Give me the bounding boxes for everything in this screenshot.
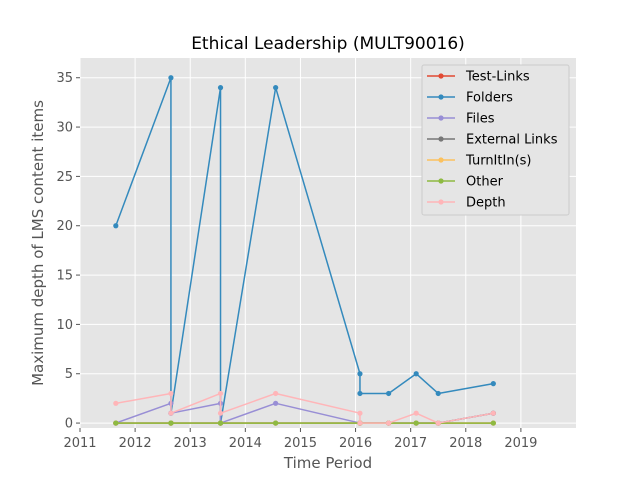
x-tick-label: 2018	[449, 436, 482, 451]
series-depth	[113, 390, 496, 426]
series-line	[115, 76, 494, 424]
y-tick-label: 20	[56, 219, 73, 234]
data-point	[217, 390, 224, 397]
data-point	[413, 420, 419, 426]
data-point	[168, 410, 174, 416]
data-point	[413, 410, 419, 416]
x-tick-label: 2011	[63, 436, 96, 451]
legend-swatch-marker	[438, 178, 444, 184]
data-point	[113, 223, 119, 229]
x-tick-label: 2013	[174, 436, 207, 451]
legend-label: Files	[466, 112, 495, 127]
data-point	[113, 420, 119, 426]
legend-label: Folders	[466, 91, 513, 106]
legend-label: TurnItIn(s)	[465, 154, 531, 169]
legend-box	[421, 64, 570, 216]
data-point	[273, 420, 279, 426]
legend-label: Test-Links	[465, 70, 530, 85]
data-point	[490, 381, 496, 387]
data-point	[490, 420, 496, 426]
data-point	[490, 410, 496, 416]
y-tick-label: 10	[56, 318, 73, 333]
series-folders	[113, 75, 496, 426]
y-axis: 0 5 10 15 20 25 30 35	[56, 71, 80, 432]
x-tick-label: 2012	[119, 436, 152, 451]
data-point	[435, 390, 441, 397]
data-point	[386, 420, 392, 426]
legend-swatch-marker	[438, 199, 444, 205]
data-point	[217, 420, 224, 426]
data-point	[435, 420, 441, 426]
data-point	[357, 390, 363, 397]
y-tick-label: 25	[56, 170, 73, 185]
data-point	[168, 390, 174, 397]
data-point	[273, 390, 279, 397]
legend-label: Depth	[466, 196, 506, 211]
data-point	[217, 410, 224, 416]
legend-swatch-marker	[438, 157, 444, 163]
data-point	[168, 420, 174, 426]
y-tick-label: 35	[56, 71, 73, 86]
data-point	[273, 400, 279, 406]
data-point	[217, 85, 224, 91]
data-point	[168, 75, 174, 81]
x-tick-label: 2015	[284, 436, 317, 451]
x-axis-title: Time Period	[283, 454, 372, 472]
series-line	[115, 392, 494, 424]
y-tick-label: 5	[65, 367, 73, 382]
chart-title: Ethical Leadership (MULT90016)	[191, 34, 465, 54]
legend-swatch-marker	[438, 94, 444, 100]
legend-swatch-marker	[438, 115, 444, 121]
data-point	[357, 371, 363, 377]
data-point	[413, 371, 419, 377]
data-point	[357, 420, 363, 426]
x-tick-label: 2019	[504, 436, 537, 451]
data-point	[386, 390, 392, 397]
y-tick-label: 0	[65, 417, 73, 432]
series-layer	[113, 75, 496, 426]
legend-label: External Links	[466, 133, 558, 148]
x-axis: 2011 2012 2013 2014 2015 2016 2017 2018 2019	[63, 428, 537, 451]
legend-label: Other	[466, 175, 504, 190]
data-point	[357, 410, 363, 416]
legend-swatch-marker	[438, 73, 444, 79]
x-tick-label: 2016	[339, 436, 372, 451]
data-point	[113, 400, 119, 406]
y-tick-label: 15	[56, 269, 73, 284]
y-tick-label: 30	[56, 121, 73, 136]
legend-swatch-marker	[438, 136, 444, 142]
x-tick-label: 2014	[229, 436, 262, 451]
legend: Test-Links Folders Files External Links Turn…	[421, 64, 570, 216]
data-point	[273, 85, 279, 91]
x-tick-label: 2017	[394, 436, 427, 451]
y-axis-title: Maximum depth of LMS content items	[29, 100, 47, 386]
